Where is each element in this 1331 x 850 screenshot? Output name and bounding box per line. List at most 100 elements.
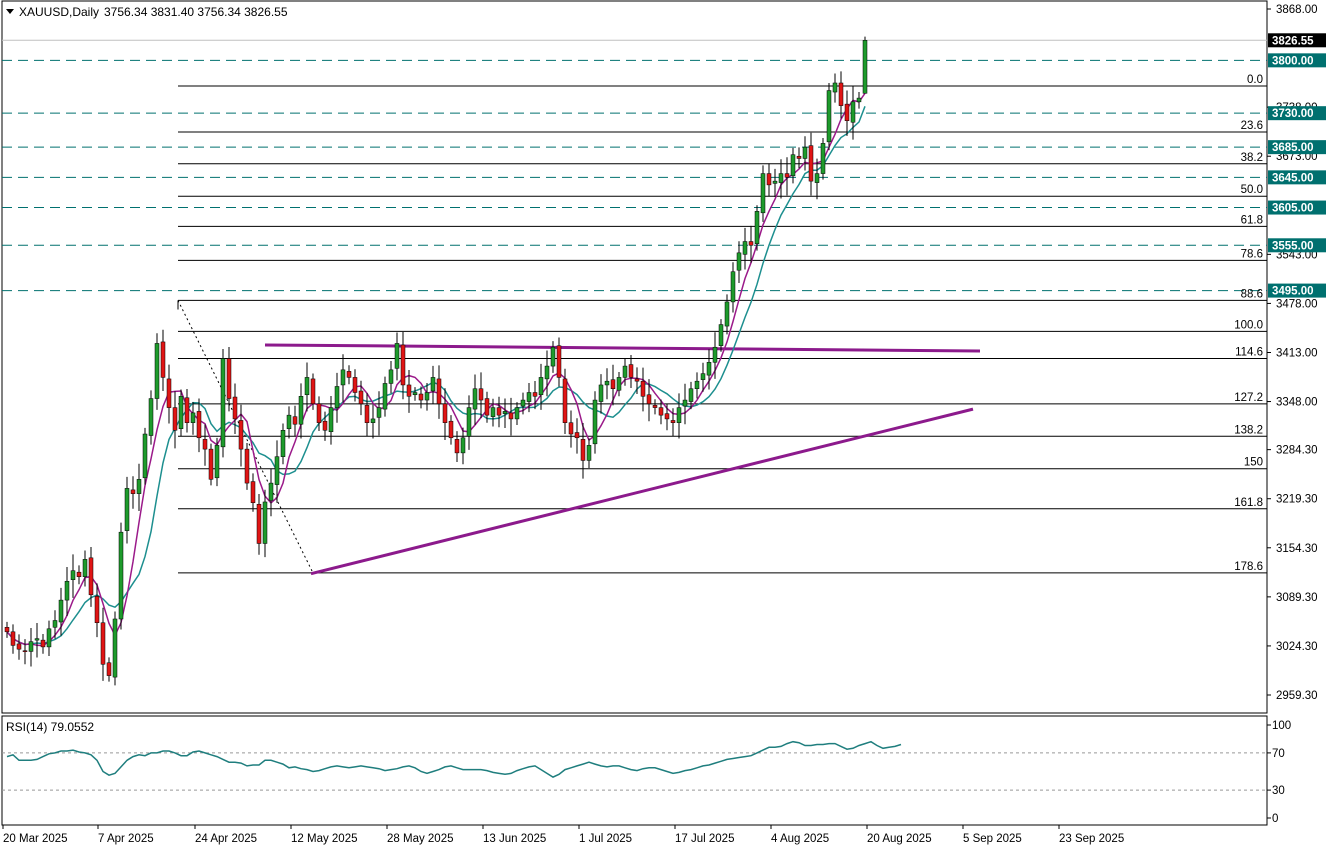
fib-label: 100.0 xyxy=(1234,319,1263,331)
fib-label: 0.0 xyxy=(1247,74,1263,86)
support-trendline xyxy=(310,407,974,576)
candle-body xyxy=(280,429,286,457)
candle-body xyxy=(574,432,580,439)
candle-body xyxy=(190,412,196,423)
candle-body xyxy=(844,103,850,121)
candle-body xyxy=(226,358,232,399)
price-tick-label: 3284.30 xyxy=(1276,445,1318,457)
candle-body xyxy=(808,145,814,182)
candle-body xyxy=(352,377,358,393)
price-tag xyxy=(1268,106,1326,121)
candle-body xyxy=(238,420,244,450)
candle-body xyxy=(316,403,322,423)
price-tick-label: 2959.30 xyxy=(1276,690,1318,702)
candle-body xyxy=(742,241,748,255)
candle-body xyxy=(622,365,628,378)
date-tick-label: 13 Jun 2025 xyxy=(483,833,546,845)
candle-body xyxy=(58,599,64,623)
candle-body xyxy=(628,364,634,378)
date-tick-label: 23 Sep 2025 xyxy=(1059,833,1124,845)
rsi-line xyxy=(6,740,902,778)
symbol-label: XAUUSD,Daily xyxy=(19,5,99,19)
price-tag-label: 3685.00 xyxy=(1272,142,1314,154)
candle-body xyxy=(160,341,166,378)
fib-label: 88.6 xyxy=(1241,288,1263,300)
candle-body xyxy=(4,627,10,633)
candle-body xyxy=(700,373,706,380)
main-pane-frame xyxy=(1,0,1268,714)
candle-body xyxy=(856,97,862,103)
candle-body xyxy=(364,405,370,423)
candle-body xyxy=(616,377,622,391)
candle-body xyxy=(670,420,676,423)
candle-body xyxy=(334,386,340,408)
rsi-label: RSI(14) 79.0552 xyxy=(6,720,94,734)
candle-body xyxy=(508,412,514,420)
candle-body xyxy=(196,411,202,439)
date-tick-label: 28 May 2025 xyxy=(387,833,454,845)
candle-body xyxy=(292,416,298,425)
candle-body xyxy=(766,173,772,186)
price-tag-label: 3495.00 xyxy=(1272,286,1314,298)
candle-body xyxy=(586,445,592,461)
fib-label: 150 xyxy=(1244,457,1263,469)
candle-body xyxy=(178,396,184,429)
candle-body xyxy=(604,380,610,386)
date-tick-label: 1 Jul 2025 xyxy=(579,833,632,845)
candle-body xyxy=(730,271,736,303)
candle-body xyxy=(466,407,472,437)
candle-body xyxy=(682,399,688,407)
price-tick-label: 3673.00 xyxy=(1276,151,1318,163)
date-tick-label: 4 Aug 2025 xyxy=(771,833,829,845)
price-tag xyxy=(1268,283,1326,298)
candle-body xyxy=(82,559,88,577)
candle-body xyxy=(94,596,100,624)
dropdown-triangle-icon[interactable] xyxy=(6,9,14,14)
candle-body xyxy=(598,384,604,402)
candle-body xyxy=(424,392,430,401)
candle-body xyxy=(712,346,718,363)
candle-body xyxy=(412,392,418,396)
resistance-trendline xyxy=(264,343,981,353)
candle-body xyxy=(658,407,664,416)
candle-body xyxy=(172,407,178,431)
fib-label: 161.8 xyxy=(1234,497,1263,509)
candle-body xyxy=(484,398,490,416)
price-tag xyxy=(1268,238,1326,253)
fib-label: 114.6 xyxy=(1235,347,1263,359)
candle-body xyxy=(34,638,40,641)
candle-body xyxy=(796,155,802,159)
candle-body xyxy=(142,433,148,479)
candle-body xyxy=(724,301,730,327)
price-tick-label: 3348.00 xyxy=(1276,397,1318,409)
candle-body xyxy=(406,384,412,397)
ma-fast-line xyxy=(6,92,866,647)
candle-body xyxy=(490,407,496,417)
candle-body xyxy=(646,394,652,405)
candle-body xyxy=(328,407,334,433)
candle-body xyxy=(100,622,106,665)
fib-label: 38.2 xyxy=(1241,152,1263,164)
rsi-tick-label: 0 xyxy=(1272,813,1278,825)
candle-body xyxy=(640,380,646,397)
price-tick-label: 3089.30 xyxy=(1276,592,1318,604)
candle-body xyxy=(790,154,796,177)
candle-body xyxy=(418,393,424,401)
fib-label: 50.0 xyxy=(1241,184,1263,196)
candle-body xyxy=(688,388,694,402)
candle-body xyxy=(838,82,844,106)
candle-body xyxy=(430,377,436,392)
price-tag xyxy=(1268,53,1326,68)
candle-body xyxy=(70,570,76,580)
price-tick-label: 3413.00 xyxy=(1276,347,1318,359)
candle-body xyxy=(736,252,742,271)
price-tag-label: 3826.55 xyxy=(1272,35,1314,47)
trendlines-layer xyxy=(264,343,981,576)
candle-body xyxy=(52,620,58,628)
price-tag xyxy=(1268,170,1326,185)
candle-body xyxy=(436,378,442,405)
candle-body xyxy=(22,650,28,652)
candles-layer xyxy=(4,36,868,686)
date-tick-label: 24 Apr 2025 xyxy=(195,833,257,845)
